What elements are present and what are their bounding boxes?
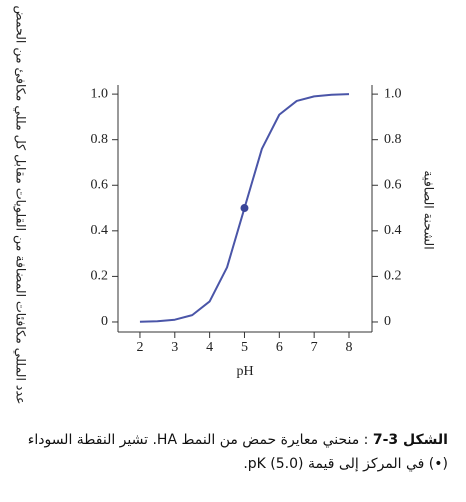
x-tick-label: 5 bbox=[241, 340, 248, 355]
y-tick-label: 0 bbox=[101, 314, 108, 329]
pk-point bbox=[240, 204, 249, 213]
y2-tick-label: 0.6 bbox=[384, 177, 402, 192]
caption-label: الشكل 3-7 bbox=[372, 432, 448, 448]
caption-text: : منحني معايرة حمض من النمط HA. تشير الن… bbox=[27, 432, 448, 472]
x-tick-label: 6 bbox=[276, 340, 283, 355]
y2-axis-label: الشحنة الصافية bbox=[422, 170, 437, 249]
x-tick-label: 3 bbox=[171, 340, 178, 355]
x-tick-label: 4 bbox=[206, 340, 213, 355]
x-tick-label: 7 bbox=[311, 340, 318, 355]
y-tick-label: 0.4 bbox=[91, 223, 109, 238]
x-tick-label: 8 bbox=[346, 340, 353, 355]
chart: عدد المللي مكافئات المضافة من القلويات م… bbox=[13, 5, 437, 404]
y-tick-label: 0.8 bbox=[91, 132, 109, 147]
x-axis-label: pH bbox=[236, 364, 253, 379]
y-tick-label: 0.2 bbox=[91, 269, 109, 284]
x-tick-label: 2 bbox=[136, 340, 143, 355]
y-tick-label: 0.6 bbox=[91, 177, 109, 192]
y-tick-label: 1.0 bbox=[91, 86, 109, 101]
y2-tick-label: 0.2 bbox=[384, 269, 402, 284]
y2-tick-label: 1.0 bbox=[384, 86, 402, 101]
caption: الشكل 3-7 : منحني معايرة حمض من النمط HA… bbox=[18, 428, 448, 476]
y2-tick-label: 0.8 bbox=[384, 132, 402, 147]
y-axis-label: عدد المللي مكافئات المضافة من القلويات م… bbox=[13, 5, 29, 404]
y2-tick-label: 0.4 bbox=[384, 223, 402, 238]
y2-tick-label: 0 bbox=[384, 314, 391, 329]
